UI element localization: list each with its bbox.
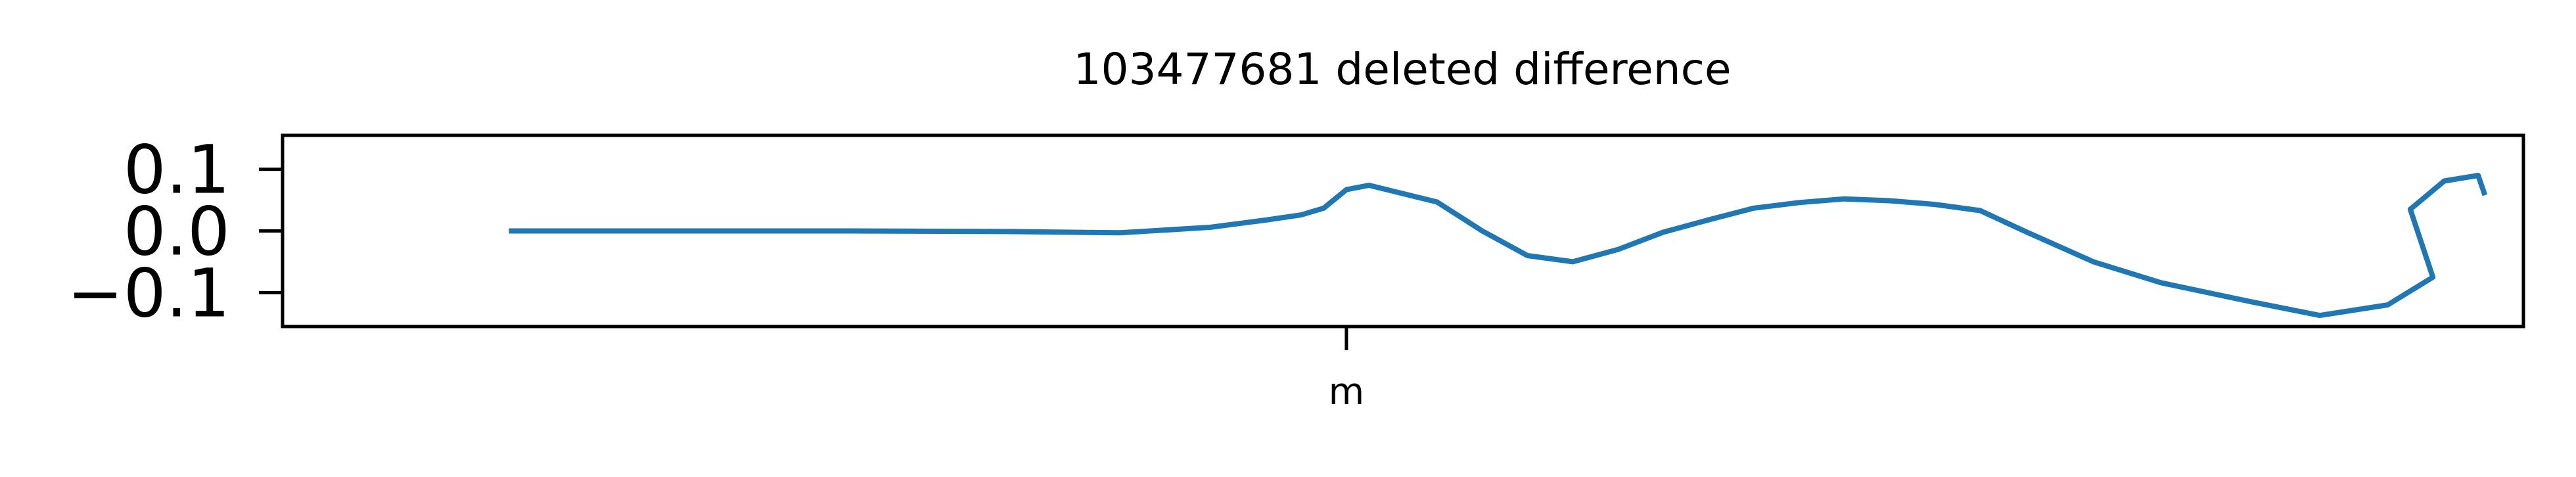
y-tick-label-1: 0.0 bbox=[124, 193, 230, 271]
y-tick-label-2: −0.1 bbox=[67, 254, 230, 332]
x-axis: m bbox=[1329, 327, 1365, 413]
y-tick-label-0: 0.1 bbox=[124, 131, 230, 210]
x-tick-label-0: m bbox=[1329, 371, 1365, 413]
chart-title: 103477681 deleted difference bbox=[1073, 44, 1731, 95]
y-axis: 0.10.0−0.1 bbox=[67, 131, 283, 332]
series-layer bbox=[509, 173, 2488, 319]
series-line-0 bbox=[509, 173, 2488, 319]
